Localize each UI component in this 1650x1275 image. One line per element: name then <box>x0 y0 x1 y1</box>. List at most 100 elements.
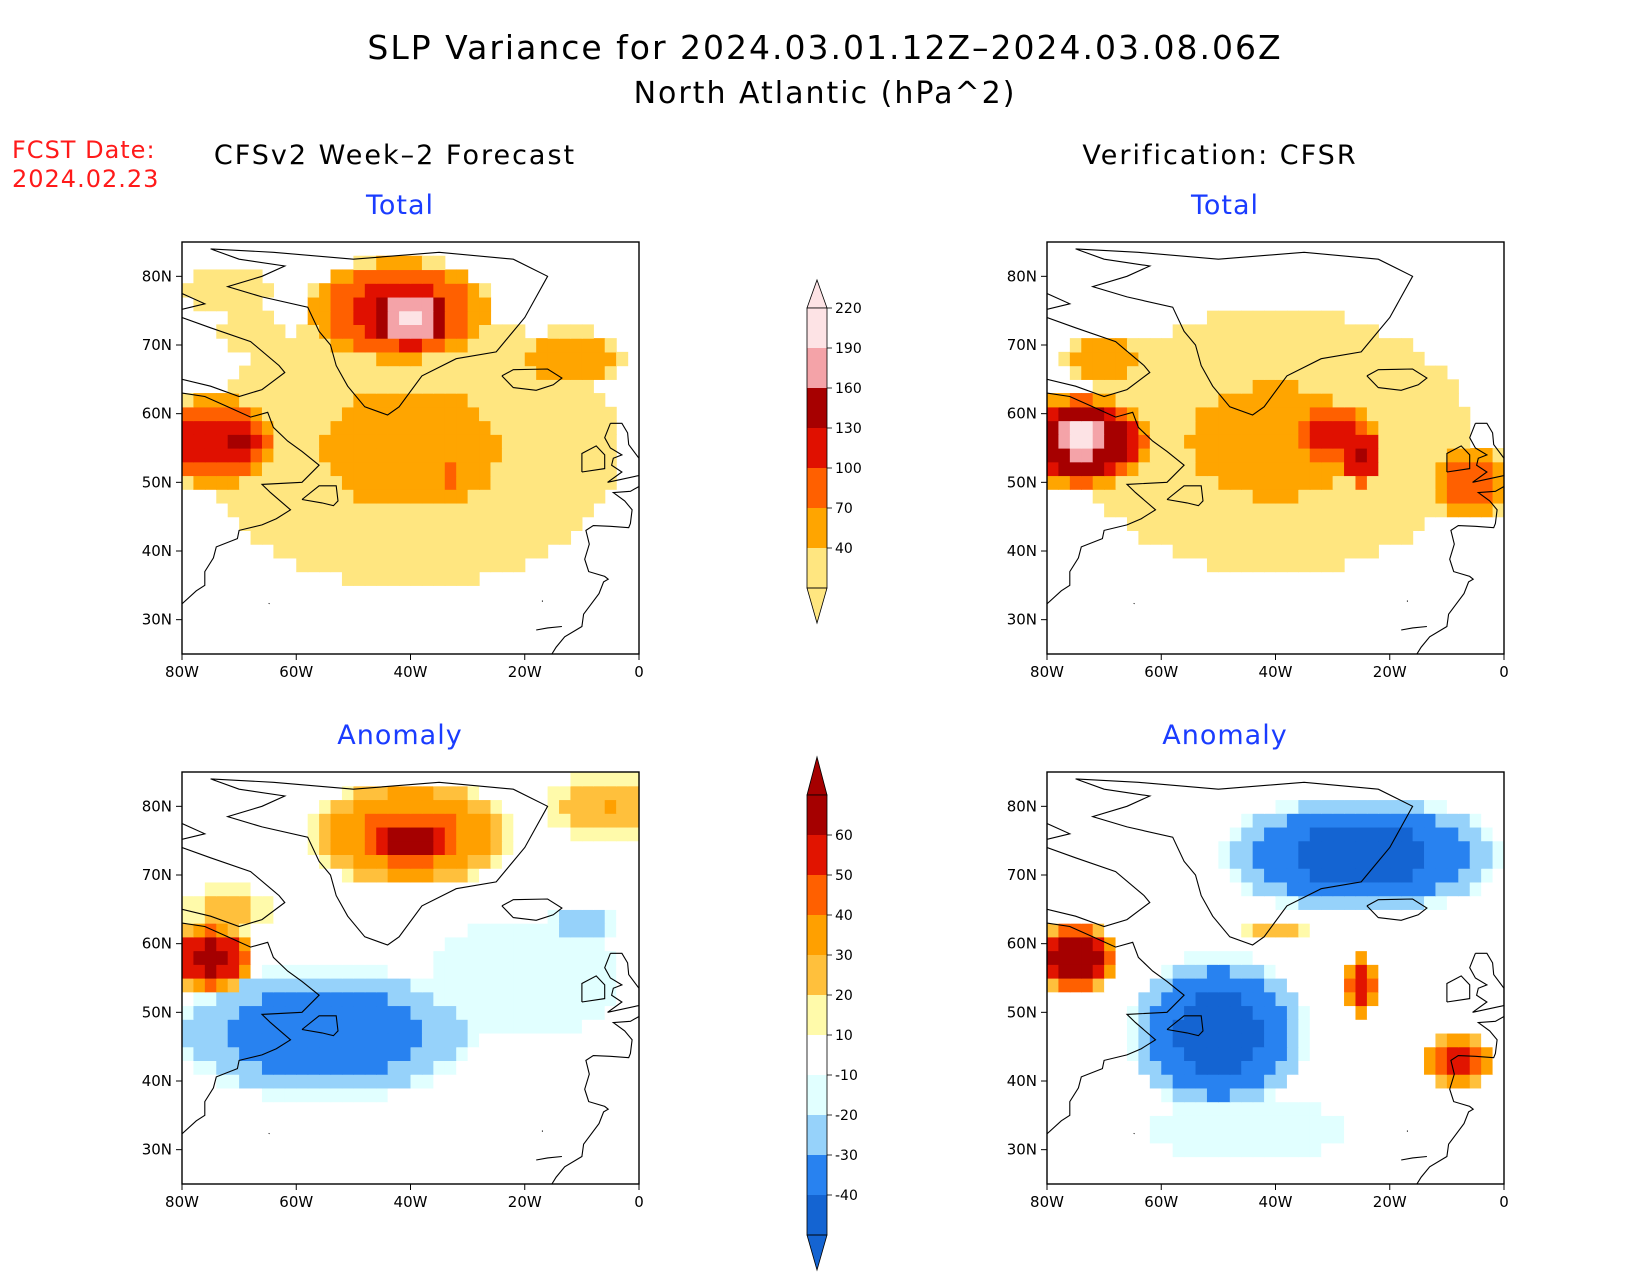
field-cell <box>604 991 617 1007</box>
field-cell <box>1149 338 1162 353</box>
field-cell <box>1058 1032 1071 1048</box>
field-cell <box>364 516 377 531</box>
field-cell <box>1412 1115 1425 1130</box>
field-cell <box>1298 1129 1311 1144</box>
field-cell <box>433 799 446 814</box>
field-cell <box>501 379 514 394</box>
field-cell <box>1366 1115 1379 1130</box>
x-tick-label: 80W <box>1030 663 1064 680</box>
field-cell <box>1161 1115 1174 1130</box>
field-cell <box>536 393 549 408</box>
field-cell <box>570 1087 583 1103</box>
field-cell <box>559 420 572 435</box>
field-cell <box>1184 1046 1197 1061</box>
field-cell <box>1344 1087 1357 1103</box>
field-cell <box>1092 379 1105 394</box>
field-cell <box>501 406 514 422</box>
field-cell <box>444 1019 457 1034</box>
field-cell <box>547 840 560 855</box>
field-cell <box>616 1101 629 1116</box>
field-cell <box>273 1129 286 1144</box>
field-cell <box>559 379 572 394</box>
field-cell <box>433 785 446 801</box>
coastline <box>1446 445 1471 473</box>
field-cell <box>1138 799 1151 814</box>
field-cell <box>444 379 457 394</box>
field-cell <box>307 557 320 573</box>
field-cell <box>627 991 639 1007</box>
field-cell <box>1115 461 1128 477</box>
field-cell <box>570 516 583 531</box>
field-cell <box>433 351 446 367</box>
field-cell <box>341 448 354 463</box>
field-cell <box>1435 1142 1448 1158</box>
field-cell <box>444 434 457 449</box>
field-cell <box>1286 502 1299 518</box>
field-cell <box>1047 1005 1060 1020</box>
field-cell <box>456 950 469 965</box>
x-tick-label: 40W <box>1259 663 1293 680</box>
field-cell <box>1149 840 1162 855</box>
field-cell <box>341 324 354 339</box>
field-cell <box>182 785 195 801</box>
field-cell <box>239 338 252 353</box>
field-cell <box>456 1170 469 1184</box>
field-cell <box>444 799 457 814</box>
field-cell <box>1149 895 1162 910</box>
field-cell <box>1184 544 1197 559</box>
field-cell <box>1161 868 1174 883</box>
field-cell <box>1389 461 1402 477</box>
field-cell <box>421 255 434 271</box>
y-tick-label: 80N <box>142 267 172 285</box>
field-cell <box>1218 365 1231 380</box>
field-cell <box>1264 991 1277 1007</box>
field-cell <box>399 310 412 325</box>
field-cell <box>1492 1005 1504 1020</box>
field-cell <box>627 1101 639 1116</box>
field-cell <box>1195 1074 1208 1089</box>
field-cell <box>1366 379 1379 394</box>
y-tick-label: 30N <box>142 611 172 629</box>
field-cell <box>524 1087 537 1103</box>
field-cell <box>559 461 572 477</box>
field-cell <box>1172 1032 1185 1048</box>
field-cell <box>387 351 400 367</box>
field-cell <box>261 1115 274 1130</box>
coastline <box>1047 822 1072 840</box>
field-cell <box>182 1074 195 1089</box>
field-cell <box>216 1060 229 1075</box>
field-cell <box>399 854 412 869</box>
field-cell <box>490 813 503 828</box>
field-cell <box>250 1019 263 1034</box>
field-cell <box>410 461 423 477</box>
field-cell <box>1446 393 1459 408</box>
field-cell <box>399 461 412 477</box>
field-cell <box>479 936 492 952</box>
field-cell <box>501 1101 514 1116</box>
field-cell <box>353 1046 366 1061</box>
field-cell <box>296 1060 309 1075</box>
field-cell <box>1424 1115 1437 1130</box>
field-cell <box>1058 840 1071 855</box>
field-cell <box>433 1087 446 1103</box>
field-cell <box>501 799 514 814</box>
field-cell <box>1058 1170 1071 1184</box>
field-cell <box>239 936 252 952</box>
field-cell <box>399 868 412 883</box>
panel-title-fcst-anom: Anomaly <box>337 720 463 751</box>
field-cell <box>1355 461 1368 477</box>
field-cell <box>490 489 503 504</box>
field-cell <box>284 1074 297 1089</box>
field-cell <box>1184 772 1197 787</box>
field-cell <box>1195 434 1208 449</box>
field-cell <box>410 544 423 559</box>
field-cell <box>353 826 366 842</box>
field-cell <box>284 1129 297 1144</box>
field-cell <box>421 324 434 339</box>
field-cell <box>376 868 389 883</box>
field-cell <box>1309 950 1322 965</box>
field-cell <box>444 1101 457 1116</box>
field-cell <box>239 516 252 531</box>
field-cell <box>204 964 217 979</box>
field-cell <box>353 434 366 449</box>
